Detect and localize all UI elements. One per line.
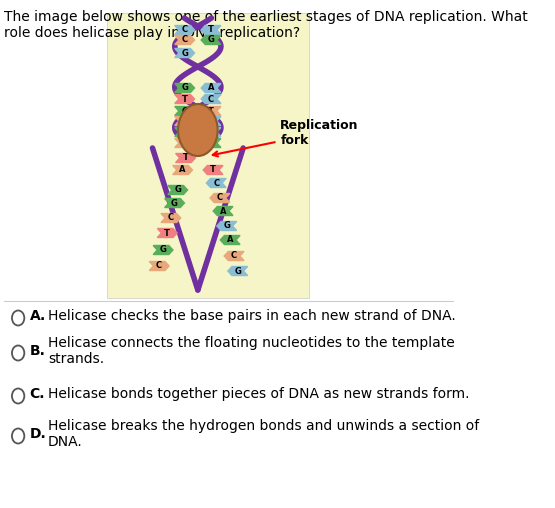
Text: T: T	[210, 166, 216, 175]
Text: G: G	[160, 245, 166, 255]
Polygon shape	[175, 116, 195, 125]
Polygon shape	[175, 25, 195, 35]
Text: G: G	[181, 48, 188, 57]
Polygon shape	[175, 139, 195, 147]
Text: C: C	[213, 178, 219, 187]
Text: C: C	[168, 213, 174, 223]
Text: The image below shows one of the earliest stages of DNA replication. What
role d: The image below shows one of the earlies…	[4, 10, 528, 40]
Text: G: G	[181, 83, 188, 92]
Text: T: T	[208, 25, 214, 35]
Polygon shape	[203, 166, 223, 175]
Text: A: A	[227, 236, 234, 244]
Polygon shape	[175, 36, 195, 45]
Polygon shape	[168, 185, 188, 195]
Ellipse shape	[178, 104, 218, 156]
Text: Helicase connects the floating nucleotides to the template
strands.: Helicase connects the floating nucleotid…	[48, 336, 455, 366]
Text: G: G	[181, 128, 188, 137]
Text: Helicase checks the base pairs in each new strand of DNA.: Helicase checks the base pairs in each n…	[48, 309, 456, 323]
Polygon shape	[201, 94, 221, 104]
Text: T: T	[181, 94, 188, 104]
Polygon shape	[201, 139, 221, 147]
Text: C: C	[156, 262, 162, 270]
Polygon shape	[201, 128, 221, 137]
Polygon shape	[224, 251, 244, 261]
Text: T: T	[164, 229, 170, 238]
Polygon shape	[220, 236, 240, 244]
Text: G: G	[223, 221, 230, 231]
Text: A: A	[208, 83, 214, 92]
Polygon shape	[206, 178, 226, 187]
Text: C: C	[181, 36, 188, 45]
Text: G: G	[208, 36, 214, 45]
Text: T: T	[208, 107, 214, 115]
Text: C: C	[208, 128, 214, 137]
Polygon shape	[210, 194, 230, 203]
Text: C: C	[208, 94, 214, 104]
Polygon shape	[228, 267, 248, 275]
Text: G: G	[174, 185, 181, 195]
Text: C.: C.	[29, 387, 45, 401]
Text: A.: A.	[29, 309, 46, 323]
Text: Replication
fork: Replication fork	[213, 119, 359, 156]
Text: C: C	[217, 194, 223, 203]
Polygon shape	[175, 128, 195, 137]
Polygon shape	[217, 221, 236, 231]
Polygon shape	[165, 199, 184, 207]
Text: C: C	[181, 25, 188, 35]
Text: A: A	[220, 206, 226, 215]
Polygon shape	[149, 262, 169, 270]
Text: G: G	[171, 199, 178, 207]
Text: T: T	[183, 153, 189, 163]
Polygon shape	[175, 48, 195, 57]
Polygon shape	[175, 153, 195, 163]
Text: D.: D.	[29, 427, 47, 441]
Polygon shape	[157, 229, 177, 238]
Polygon shape	[175, 83, 195, 92]
Polygon shape	[173, 166, 193, 175]
Polygon shape	[175, 94, 195, 104]
Text: A: A	[181, 116, 188, 125]
Text: C: C	[231, 251, 237, 261]
Polygon shape	[201, 25, 221, 35]
Text: Helicase breaks the hydrogen bonds and unwinds a section of
DNA.: Helicase breaks the hydrogen bonds and u…	[48, 419, 479, 449]
Polygon shape	[161, 213, 181, 223]
FancyBboxPatch shape	[107, 13, 309, 298]
Polygon shape	[201, 83, 221, 92]
Polygon shape	[201, 116, 221, 125]
Text: G: G	[181, 107, 188, 115]
Text: C: C	[181, 139, 188, 147]
Text: Helicase bonds together pieces of DNA as new strands form.: Helicase bonds together pieces of DNA as…	[48, 387, 470, 401]
Polygon shape	[175, 107, 195, 115]
Text: A: A	[179, 166, 186, 175]
Text: G: G	[234, 267, 241, 275]
Polygon shape	[201, 36, 221, 45]
Text: B.: B.	[29, 344, 46, 358]
Text: G: G	[208, 139, 214, 147]
Polygon shape	[201, 107, 221, 115]
Polygon shape	[153, 245, 173, 255]
Text: C: C	[208, 116, 214, 125]
Polygon shape	[213, 206, 233, 215]
